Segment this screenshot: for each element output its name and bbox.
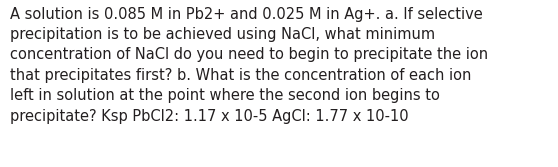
Text: A solution is 0.085 M in Pb2+ and 0.025 M in Ag+. a. If selective
precipitation : A solution is 0.085 M in Pb2+ and 0.025 … xyxy=(10,7,488,124)
